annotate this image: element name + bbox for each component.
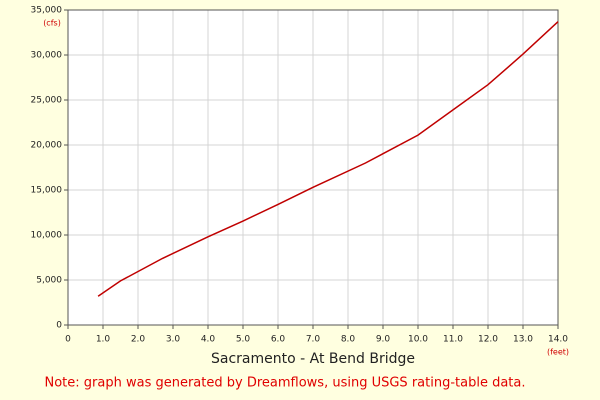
x-tick-label: 1.0 (96, 335, 111, 345)
note: Note: graph was generated by Dreamflows,… (45, 376, 526, 391)
x-unit: (feet) (547, 348, 569, 357)
x-tick-label: 7.0 (306, 335, 321, 345)
data-line (97, 21, 559, 297)
y-tick-label: 0 (56, 321, 62, 331)
chart-title: Sacramento - At Bend Bridge (211, 351, 415, 367)
plot-frame (67, 9, 559, 326)
x-tick-label: 8.0 (341, 335, 356, 345)
x-tick-label: 5.0 (236, 335, 251, 345)
x-tick-label: 14.0 (548, 335, 568, 345)
y-tick-label: 25,000 (31, 96, 63, 106)
x-tick-label: 0 (65, 335, 71, 345)
y-tick-label: 10,000 (31, 231, 63, 241)
y-tick-label: 5,000 (36, 276, 62, 286)
y-tick-label: 15,000 (31, 186, 63, 196)
y-tick-label: 35,000 (31, 6, 63, 16)
x-tick-label: 2.0 (131, 335, 146, 345)
x-tick-label: 9.0 (376, 335, 391, 345)
x-tick-label: 10.0 (408, 335, 428, 345)
x-tick-label: 12.0 (478, 335, 498, 345)
x-tick-label: 11.0 (443, 335, 463, 345)
x-tick-label: 3.0 (166, 335, 181, 345)
x-tick-label: 4.0 (201, 335, 216, 345)
y-tick-label: 30,000 (31, 51, 63, 61)
x-tick-label: 6.0 (271, 335, 286, 345)
y-unit: (cfs) (43, 19, 61, 28)
y-tick-label: 20,000 (31, 141, 63, 151)
x-tick-label: 13.0 (513, 335, 533, 345)
